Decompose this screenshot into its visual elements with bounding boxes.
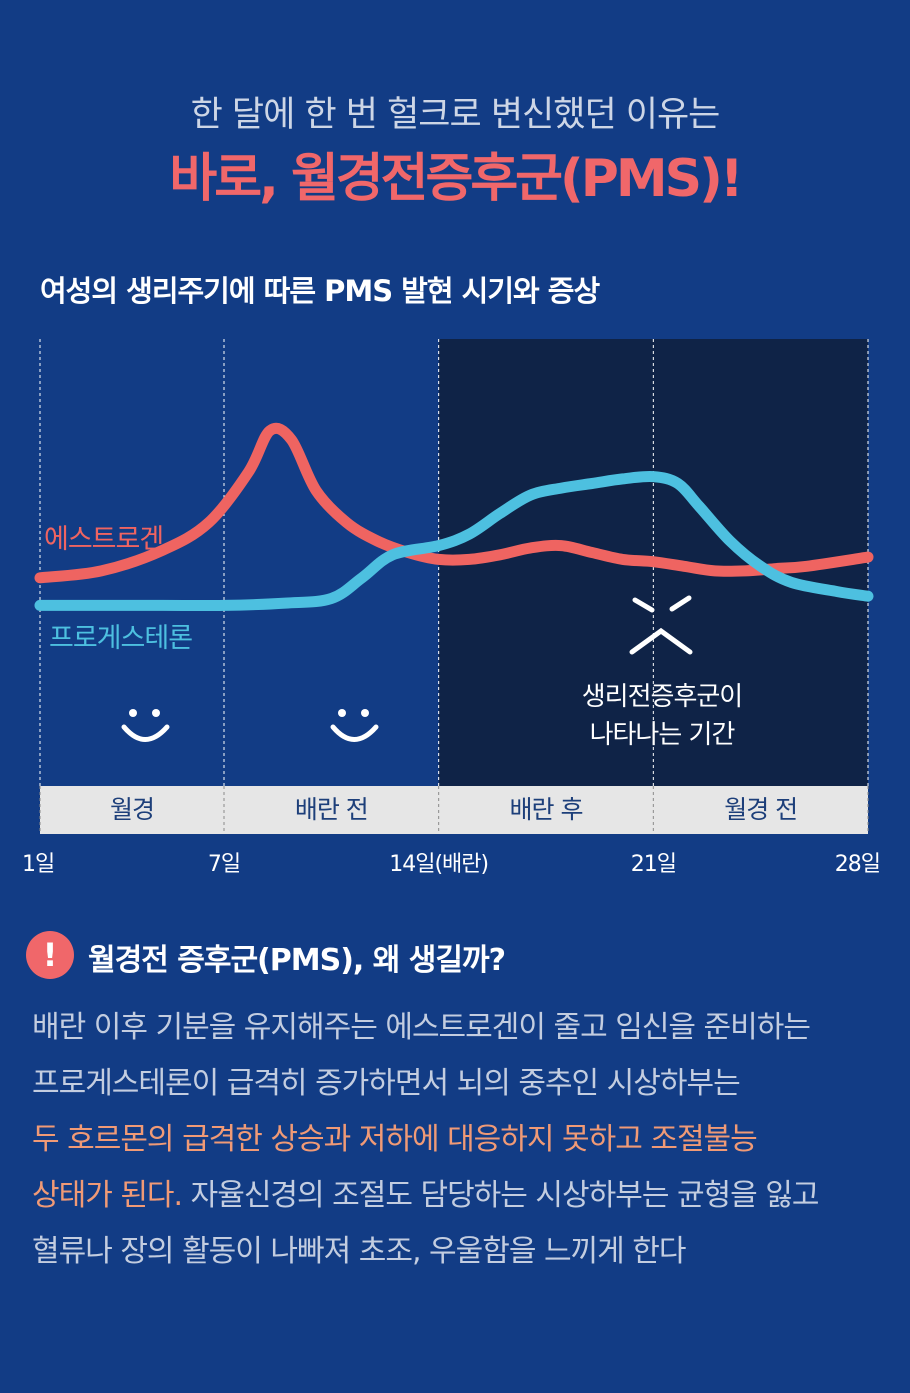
phase-label: 배란 전 — [295, 795, 368, 824]
info-body-line: 배란 이후 기분을 유지해주는 에스트로겐이 줄고 임신을 준비하는 — [32, 1000, 902, 1056]
chart-title: 여성의 생리주기에 따른 PMS 발현 시기와 증상 — [40, 274, 600, 308]
info-heading: 월경전 증후군(PMS), 왜 생길까? — [88, 943, 506, 978]
smile-face-icon — [121, 709, 170, 742]
progesterone-line — [34, 470, 874, 612]
body-text: 혈류나 장의 활동이 나빠져 초조, 우울함을 느끼게 한다 — [32, 1234, 686, 1269]
x-tick-label: 14일(배란) — [389, 852, 488, 877]
hormone-chart: 월경 배란 전 배란 후 월경 전 1일 7일 14일(배란) 21일 28일 에스트로겐 프… — [22, 339, 881, 877]
x-tick-label: 1일 — [22, 852, 54, 877]
body-text: 배란 이후 기분을 유지해주는 에스트로겐이 줄고 임신을 준비하는 — [32, 1010, 811, 1045]
phase-label: 월경 전 — [724, 795, 797, 824]
body-text: 자율신경의 조절도 담당하는 시상하부는 균형을 잃고 — [182, 1178, 820, 1213]
phase-label: 월경 — [110, 795, 154, 824]
x-tick-label: 21일 — [631, 852, 676, 877]
exclamation-icon: ! — [26, 931, 74, 979]
series-label-estrogen: 에스트로겐 — [44, 524, 163, 555]
x-tick-label: 28일 — [835, 852, 880, 877]
angry-face-icon — [629, 595, 693, 655]
subtitle: 한 달에 한 번 헐크로 변신했던 이유는 — [190, 95, 721, 135]
highlighted-text: 두 호르몬의 급격한 상승과 저하에 대응하지 못하고 조절불능 — [32, 1122, 758, 1157]
info-body-line: 상태가 된다. 자율신경의 조절도 담당하는 시상하부는 균형을 잃고 — [32, 1168, 902, 1224]
phase-labels: 월경 배란 전 배란 후 월경 전 — [110, 795, 798, 824]
info-body-line: 혈류나 장의 활동이 나빠져 초조, 우울함을 느끼게 한다 — [32, 1224, 902, 1280]
phase-label: 배란 후 — [510, 795, 583, 824]
headline: 바로, 월경전증후군(PMS)! — [169, 149, 743, 209]
smile-face-icon — [330, 709, 379, 742]
hormone-lines — [34, 422, 874, 612]
pms-annotation-line-2: 나타나는 기간 — [590, 720, 735, 750]
series-label-progesterone: 프로게스테론 — [49, 623, 192, 654]
body-text: 프로게스테론이 급격히 증가하면서 뇌의 중추인 시상하부는 — [32, 1066, 741, 1101]
phase-bar — [40, 786, 868, 834]
pms-annotation-line-1: 생리전증후군이 — [582, 682, 742, 712]
x-tick-label: 7일 — [208, 852, 240, 877]
info-body-line: 두 호르몬의 급격한 상승과 저하에 대응하지 못하고 조절불능 — [32, 1112, 902, 1168]
estrogen-line — [34, 422, 874, 584]
x-axis-ticks: 1일 7일 14일(배란) 21일 28일 — [22, 852, 881, 877]
info-body-line: 프로게스테론이 급격히 증가하면서 뇌의 중추인 시상하부는 — [32, 1056, 902, 1112]
highlighted-text: 상태가 된다. — [32, 1178, 183, 1213]
